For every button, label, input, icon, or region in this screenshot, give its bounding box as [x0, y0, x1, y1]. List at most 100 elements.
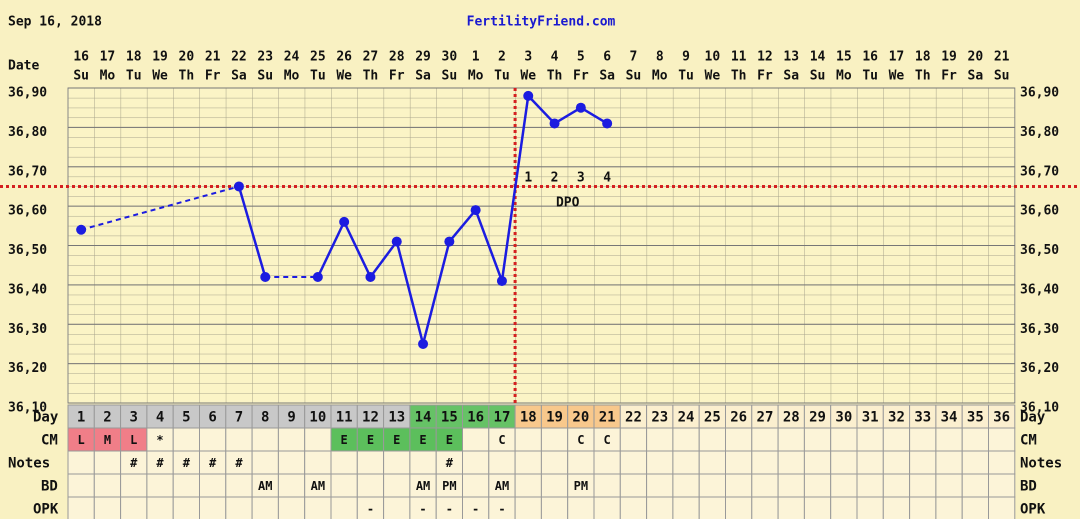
weekday-label: Sa	[783, 69, 799, 84]
table-cell	[698, 450, 727, 475]
table-cell	[882, 473, 911, 498]
date-label: 28	[389, 50, 405, 65]
row-label-right: CM	[1020, 433, 1037, 449]
table-cell	[225, 473, 253, 498]
row-label-right: OPK	[1020, 502, 1046, 518]
y-tick-label: 36,60	[8, 204, 47, 219]
table-cell	[751, 427, 779, 452]
table-cell	[777, 427, 805, 452]
date-label: 2	[498, 50, 506, 65]
table-cell	[330, 496, 358, 519]
table-cell	[698, 496, 727, 519]
table-cell	[304, 496, 332, 519]
weekday-label: Th	[363, 69, 379, 84]
dpo-label: 3	[577, 171, 585, 186]
weekday-label: Su	[257, 69, 273, 84]
y-tick-label-right: 36,70	[1020, 164, 1059, 179]
date-label: 19	[152, 50, 168, 65]
date-label: 25	[310, 50, 326, 65]
weekday-label: Mo	[284, 69, 300, 84]
table-cell	[93, 473, 122, 498]
days-cell-text: 18	[520, 410, 537, 426]
days-cell-text: 21	[599, 410, 616, 426]
date-label: 21	[994, 50, 1010, 65]
temperature-point	[575, 102, 586, 113]
weekday-label: Tu	[678, 69, 694, 84]
weekday-label: Mo	[652, 69, 668, 84]
days-cell-text: 14	[415, 410, 432, 426]
date-label: 18	[126, 50, 142, 65]
table-cell	[619, 473, 648, 498]
table-cell	[646, 473, 674, 498]
table-cell	[146, 496, 174, 519]
date-label: 30	[442, 50, 458, 65]
table-cell	[725, 473, 753, 498]
y-tick-label: 36,50	[8, 243, 47, 258]
row-label: OPK	[33, 502, 59, 518]
table-cell	[830, 473, 858, 498]
table-cell	[277, 450, 306, 475]
table-cell	[251, 427, 279, 452]
y-tick-label: 36,10	[8, 401, 47, 416]
days-cell-text: 29	[809, 410, 826, 426]
table-cell	[567, 496, 595, 519]
days-cell-text: 30	[835, 410, 852, 426]
table-cell	[199, 496, 227, 519]
table-cell	[251, 450, 279, 475]
cm-cell-text: M	[104, 433, 111, 447]
table-cell	[540, 473, 569, 498]
table-cell	[935, 496, 963, 519]
table-cell	[803, 450, 832, 475]
table-cell	[725, 450, 753, 475]
days-cell-text: 20	[572, 410, 589, 426]
date-label: 15	[836, 50, 852, 65]
opk-cell-text: -	[472, 502, 479, 516]
weekday-label: Sa	[415, 69, 431, 84]
weekday-label: Sa	[231, 69, 247, 84]
site-name[interactable]: FertilityFriend.com	[467, 15, 616, 30]
table-cell	[830, 496, 858, 519]
date-label: 18	[915, 50, 931, 65]
weekday-label: Fr	[573, 69, 589, 84]
table-cell	[777, 450, 805, 475]
days-cell-text: 22	[625, 410, 642, 426]
table-cell	[988, 427, 1016, 452]
table-cell	[619, 496, 648, 519]
table-cell	[698, 473, 727, 498]
date-label: 20	[968, 50, 984, 65]
table-cell	[909, 427, 937, 452]
date-label: 24	[284, 50, 300, 65]
y-tick-label: 36,80	[8, 125, 47, 140]
days-cell-text: 7	[235, 410, 243, 426]
table-cell	[225, 427, 253, 452]
row-label: Day	[33, 410, 59, 426]
days-cell-text: 9	[287, 410, 295, 426]
weekday-label: We	[705, 69, 721, 84]
temperature-point	[391, 236, 402, 247]
y-tick-label-right: 36,80	[1020, 125, 1059, 140]
table-cell	[751, 496, 779, 519]
dpo-label: 4	[603, 171, 611, 186]
opk-cell-text: -	[419, 502, 426, 516]
temperature-point	[523, 90, 534, 101]
table-cell	[803, 473, 832, 498]
table-cell	[961, 473, 990, 498]
weekday-label: Fr	[941, 69, 957, 84]
table-cell	[593, 473, 621, 498]
temperature-point	[260, 272, 271, 282]
weekday-label: Su	[73, 69, 89, 84]
notes-cell-text: #	[156, 456, 164, 470]
date-label: 22	[231, 50, 247, 65]
weekday-label: Tu	[126, 69, 142, 84]
notes-cell-text: #	[446, 456, 454, 470]
temperature-point	[233, 181, 244, 192]
y-tick-label: 36,20	[8, 361, 47, 376]
days-cell-text: 32	[888, 410, 905, 426]
y-tick-label-right: 36,30	[1020, 322, 1059, 337]
temperature-point	[549, 118, 560, 129]
opk-cell-text: -	[446, 502, 453, 516]
row-label: CM	[41, 433, 58, 449]
table-cell	[172, 496, 200, 519]
table-cell	[803, 496, 832, 519]
cm-cell-text: *	[156, 433, 163, 447]
